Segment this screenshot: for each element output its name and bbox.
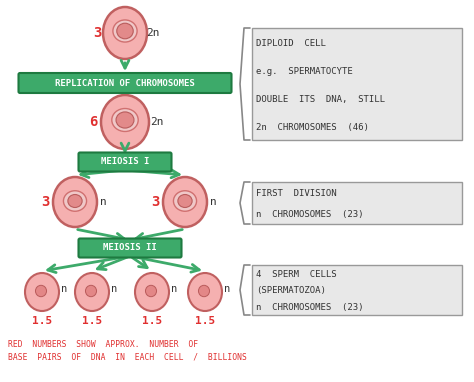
Text: 1.5: 1.5	[32, 316, 52, 326]
Text: 1.5: 1.5	[142, 316, 162, 326]
Text: 4  SPERM  CELLS: 4 SPERM CELLS	[256, 270, 337, 278]
Ellipse shape	[25, 273, 59, 311]
Text: 3: 3	[41, 195, 49, 209]
Text: MEIOSIS I: MEIOSIS I	[101, 157, 149, 167]
Text: n: n	[100, 197, 106, 207]
Text: BASE  PAIRS  OF  DNA  IN  EACH  CELL  /  BILLIONS: BASE PAIRS OF DNA IN EACH CELL / BILLION…	[8, 352, 247, 361]
Text: n: n	[61, 284, 67, 294]
Ellipse shape	[163, 177, 207, 227]
Text: 3: 3	[151, 195, 159, 209]
Text: n  CHROMOSOMES  (23): n CHROMOSOMES (23)	[256, 303, 364, 312]
FancyBboxPatch shape	[252, 28, 462, 140]
Ellipse shape	[178, 194, 192, 207]
FancyBboxPatch shape	[252, 265, 462, 315]
Ellipse shape	[68, 194, 82, 207]
Text: n: n	[111, 284, 117, 294]
FancyBboxPatch shape	[79, 152, 172, 172]
Ellipse shape	[75, 273, 109, 311]
Ellipse shape	[36, 285, 46, 297]
Ellipse shape	[101, 95, 149, 149]
FancyBboxPatch shape	[79, 238, 182, 257]
Ellipse shape	[53, 177, 97, 227]
Text: 1.5: 1.5	[195, 316, 215, 326]
Text: DOUBLE  ITS  DNA,  STILL: DOUBLE ITS DNA, STILL	[256, 95, 385, 104]
Text: n: n	[210, 197, 216, 207]
Ellipse shape	[113, 20, 137, 42]
Text: n: n	[224, 284, 230, 294]
Ellipse shape	[117, 23, 133, 39]
Ellipse shape	[199, 285, 210, 297]
Ellipse shape	[173, 191, 197, 211]
Text: 3: 3	[93, 26, 101, 40]
FancyBboxPatch shape	[252, 182, 462, 224]
Ellipse shape	[85, 285, 97, 297]
Ellipse shape	[146, 285, 156, 297]
Text: FIRST  DIVISION: FIRST DIVISION	[256, 189, 337, 198]
Text: 2n: 2n	[146, 28, 160, 38]
Text: MEIOSIS II: MEIOSIS II	[103, 243, 157, 253]
Text: 6: 6	[89, 115, 97, 129]
Text: (SPERMATOZOA): (SPERMATOZOA)	[256, 286, 326, 295]
Ellipse shape	[64, 191, 87, 211]
Text: e.g.  SPERMATOCYTE: e.g. SPERMATOCYTE	[256, 67, 353, 76]
Ellipse shape	[188, 273, 222, 311]
Ellipse shape	[116, 112, 134, 128]
Text: 2n  CHROMOSOMES  (46): 2n CHROMOSOMES (46)	[256, 123, 369, 132]
Ellipse shape	[135, 273, 169, 311]
FancyBboxPatch shape	[18, 73, 231, 93]
Text: n: n	[171, 284, 177, 294]
Text: RED  NUMBERS  SHOW  APPROX.  NUMBER  OF: RED NUMBERS SHOW APPROX. NUMBER OF	[8, 340, 198, 349]
Text: DIPLOID  CELL: DIPLOID CELL	[256, 39, 326, 48]
Text: 2n: 2n	[150, 117, 164, 127]
Ellipse shape	[112, 108, 138, 131]
Ellipse shape	[103, 7, 147, 59]
Text: 1.5: 1.5	[82, 316, 102, 326]
Text: REPLICATION OF CHROMOSOMES: REPLICATION OF CHROMOSOMES	[55, 78, 195, 87]
Text: n  CHROMOSOMES  (23): n CHROMOSOMES (23)	[256, 210, 364, 219]
